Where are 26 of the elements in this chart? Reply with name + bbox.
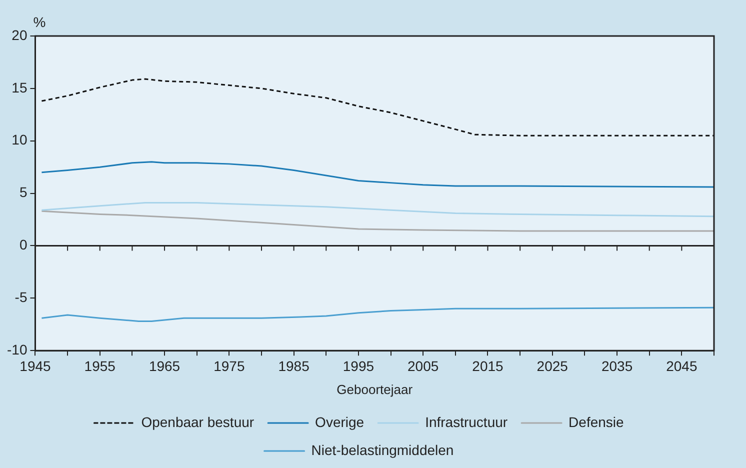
x-tick-label: 1955 <box>84 358 116 374</box>
x-tick-label: 1985 <box>278 358 310 374</box>
y-tick-label: 0 <box>19 236 28 253</box>
x-tick-label: 2035 <box>601 358 633 374</box>
x-tick-label: 1995 <box>342 358 374 374</box>
y-axis-title: % <box>33 14 46 30</box>
legend-label: Defensie <box>568 414 624 430</box>
y-tick-label: -5 <box>14 289 28 306</box>
legend-label: Overige <box>315 414 364 430</box>
x-tick-label: 1945 <box>20 358 52 374</box>
y-tick-label: 15 <box>12 79 28 96</box>
y-tick-label: -10 <box>7 341 28 358</box>
legend-label: Openbaar bestuur <box>141 414 254 430</box>
x-tick-label: 1975 <box>214 358 245 374</box>
x-tick-label: 2015 <box>472 358 504 374</box>
legend-label: Niet-belastingmiddelen <box>311 442 454 458</box>
legend-label: Infrastructuur <box>425 414 508 430</box>
y-tick-label: 10 <box>12 132 28 148</box>
line-series <box>40 78 714 136</box>
x-tick-label: 2045 <box>666 358 698 374</box>
x-tick-label: 2005 <box>408 358 439 374</box>
x-axis-title: Geboortejaar <box>336 382 414 397</box>
y-tick-label: 20 <box>12 26 28 43</box>
x-tick-label: 2025 <box>536 358 568 374</box>
y-tick-label: 5 <box>19 184 28 200</box>
x-tick-label: 1965 <box>148 358 180 374</box>
